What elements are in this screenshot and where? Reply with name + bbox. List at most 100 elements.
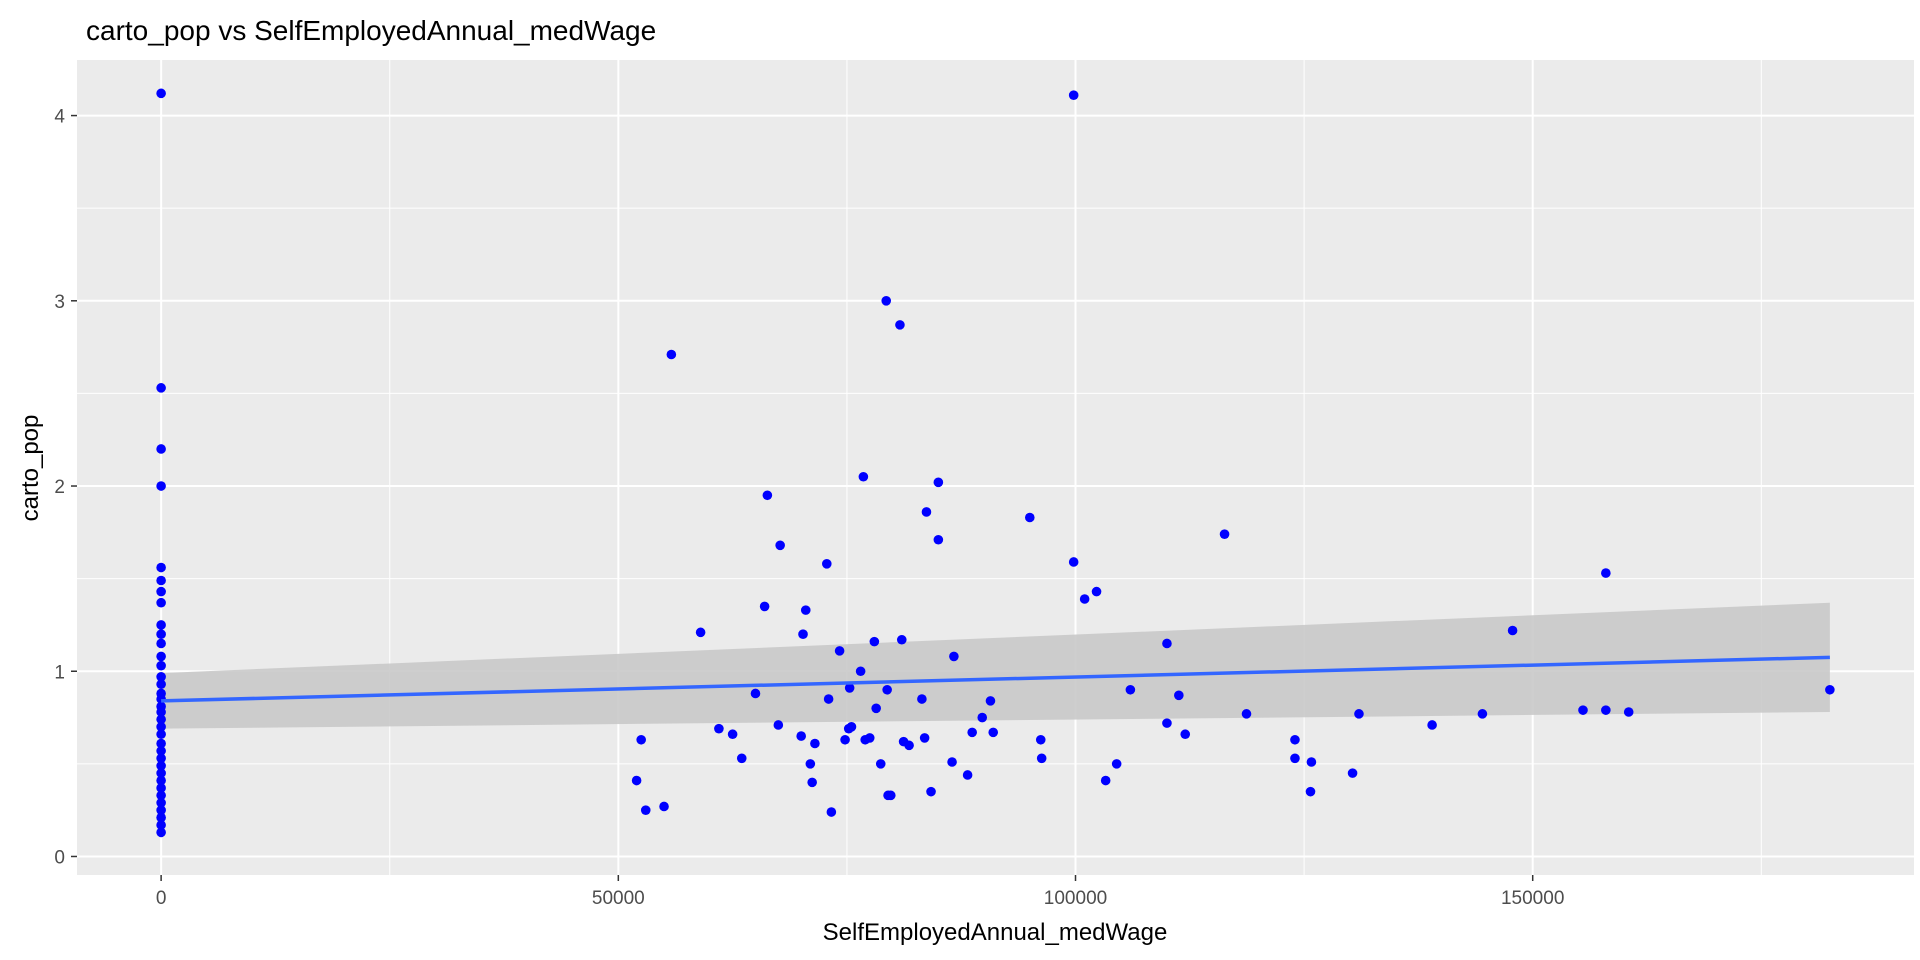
data-point (917, 694, 927, 704)
data-point (1601, 568, 1611, 578)
data-point (1035, 734, 1046, 745)
data-point (156, 651, 166, 662)
data-point (896, 634, 907, 645)
data-point (666, 349, 677, 360)
data-point (714, 723, 724, 734)
data-point (823, 694, 834, 704)
y-tick-label: 0 (54, 847, 65, 868)
data-point (798, 629, 808, 640)
data-point (156, 575, 166, 586)
x-tick-label: 0 (156, 888, 167, 909)
data-point (985, 696, 996, 706)
data-point (1507, 625, 1518, 636)
data-point (156, 562, 166, 573)
minor-gridlines (77, 60, 1914, 875)
data-point (1100, 775, 1111, 786)
data-point (636, 734, 646, 745)
data-point (156, 672, 166, 682)
data-point (875, 759, 886, 769)
data-point (727, 729, 738, 740)
x-tick-label: 100000 (1044, 888, 1107, 909)
x-tick-label: 50000 (592, 888, 645, 909)
data-point (967, 727, 977, 738)
data-point (640, 805, 651, 815)
x-tick-label: 150000 (1501, 888, 1564, 909)
data-point (1024, 512, 1035, 523)
data-point (844, 683, 855, 693)
data-point (1174, 690, 1184, 701)
data-point (156, 775, 166, 786)
chart-title: carto_pop vs SelfEmployedAnnual_medWage (86, 15, 656, 46)
data-point (156, 797, 166, 808)
data-point (1111, 759, 1122, 769)
data-point (773, 720, 784, 730)
data-point (156, 760, 166, 771)
data-point (1219, 529, 1230, 539)
data-point (1290, 753, 1300, 764)
data-point (1427, 720, 1437, 730)
data-point (962, 770, 973, 780)
data-point (886, 790, 896, 801)
data-point (882, 684, 892, 695)
y-tick-label: 1 (54, 662, 65, 683)
data-point (933, 477, 944, 488)
data-point (156, 753, 166, 764)
data-point (904, 740, 914, 751)
data-point (1036, 753, 1047, 764)
data-point (895, 320, 905, 330)
plot-panel (77, 60, 1914, 875)
data-point (156, 805, 166, 815)
data-point (1305, 786, 1316, 797)
data-point (826, 807, 837, 817)
data-point (156, 820, 166, 830)
data-point (834, 646, 845, 656)
data-point (156, 620, 166, 630)
data-points (156, 88, 1835, 838)
data-point (156, 586, 166, 597)
data-point (1125, 684, 1136, 695)
data-point (631, 775, 642, 786)
data-point (156, 729, 166, 740)
data-point (869, 636, 880, 647)
data-point (156, 597, 166, 608)
data-point (1578, 705, 1588, 715)
data-point (949, 651, 959, 662)
data-point (156, 679, 166, 690)
data-point (1623, 707, 1634, 717)
data-point (1477, 709, 1488, 719)
data-point (926, 786, 936, 797)
data-point (156, 714, 166, 725)
data-point (800, 605, 811, 615)
data-point (921, 507, 932, 517)
y-tick-label: 3 (54, 292, 65, 313)
data-point (1068, 557, 1079, 567)
data-point (977, 712, 988, 723)
data-point (156, 768, 166, 778)
data-point (1825, 684, 1835, 695)
data-point (736, 753, 747, 764)
y-tick-label: 4 (54, 107, 65, 128)
data-point (775, 540, 785, 551)
data-point (1162, 638, 1172, 649)
y-tick-label: 2 (54, 477, 65, 498)
data-point (156, 707, 166, 717)
confidence-ribbon (161, 602, 1830, 729)
x-axis-title: SelfEmployedAnnual_medWage (823, 919, 1168, 946)
data-point (1079, 594, 1090, 604)
data-point (1601, 705, 1611, 715)
y-axis-title: carto_pop (17, 415, 44, 522)
data-point (947, 757, 957, 767)
fit-line-group (161, 655, 1830, 703)
data-point (156, 660, 166, 671)
data-point (1091, 586, 1102, 597)
data-point (988, 727, 999, 738)
data-point (156, 722, 166, 732)
fit-line (161, 655, 1830, 703)
y-axis: 0 1 2 3 4 (54, 107, 77, 868)
data-point (805, 759, 816, 769)
data-point (1290, 734, 1300, 745)
data-point (156, 783, 166, 793)
data-point (1068, 90, 1079, 100)
data-point (1180, 729, 1191, 740)
data-point (156, 812, 166, 823)
